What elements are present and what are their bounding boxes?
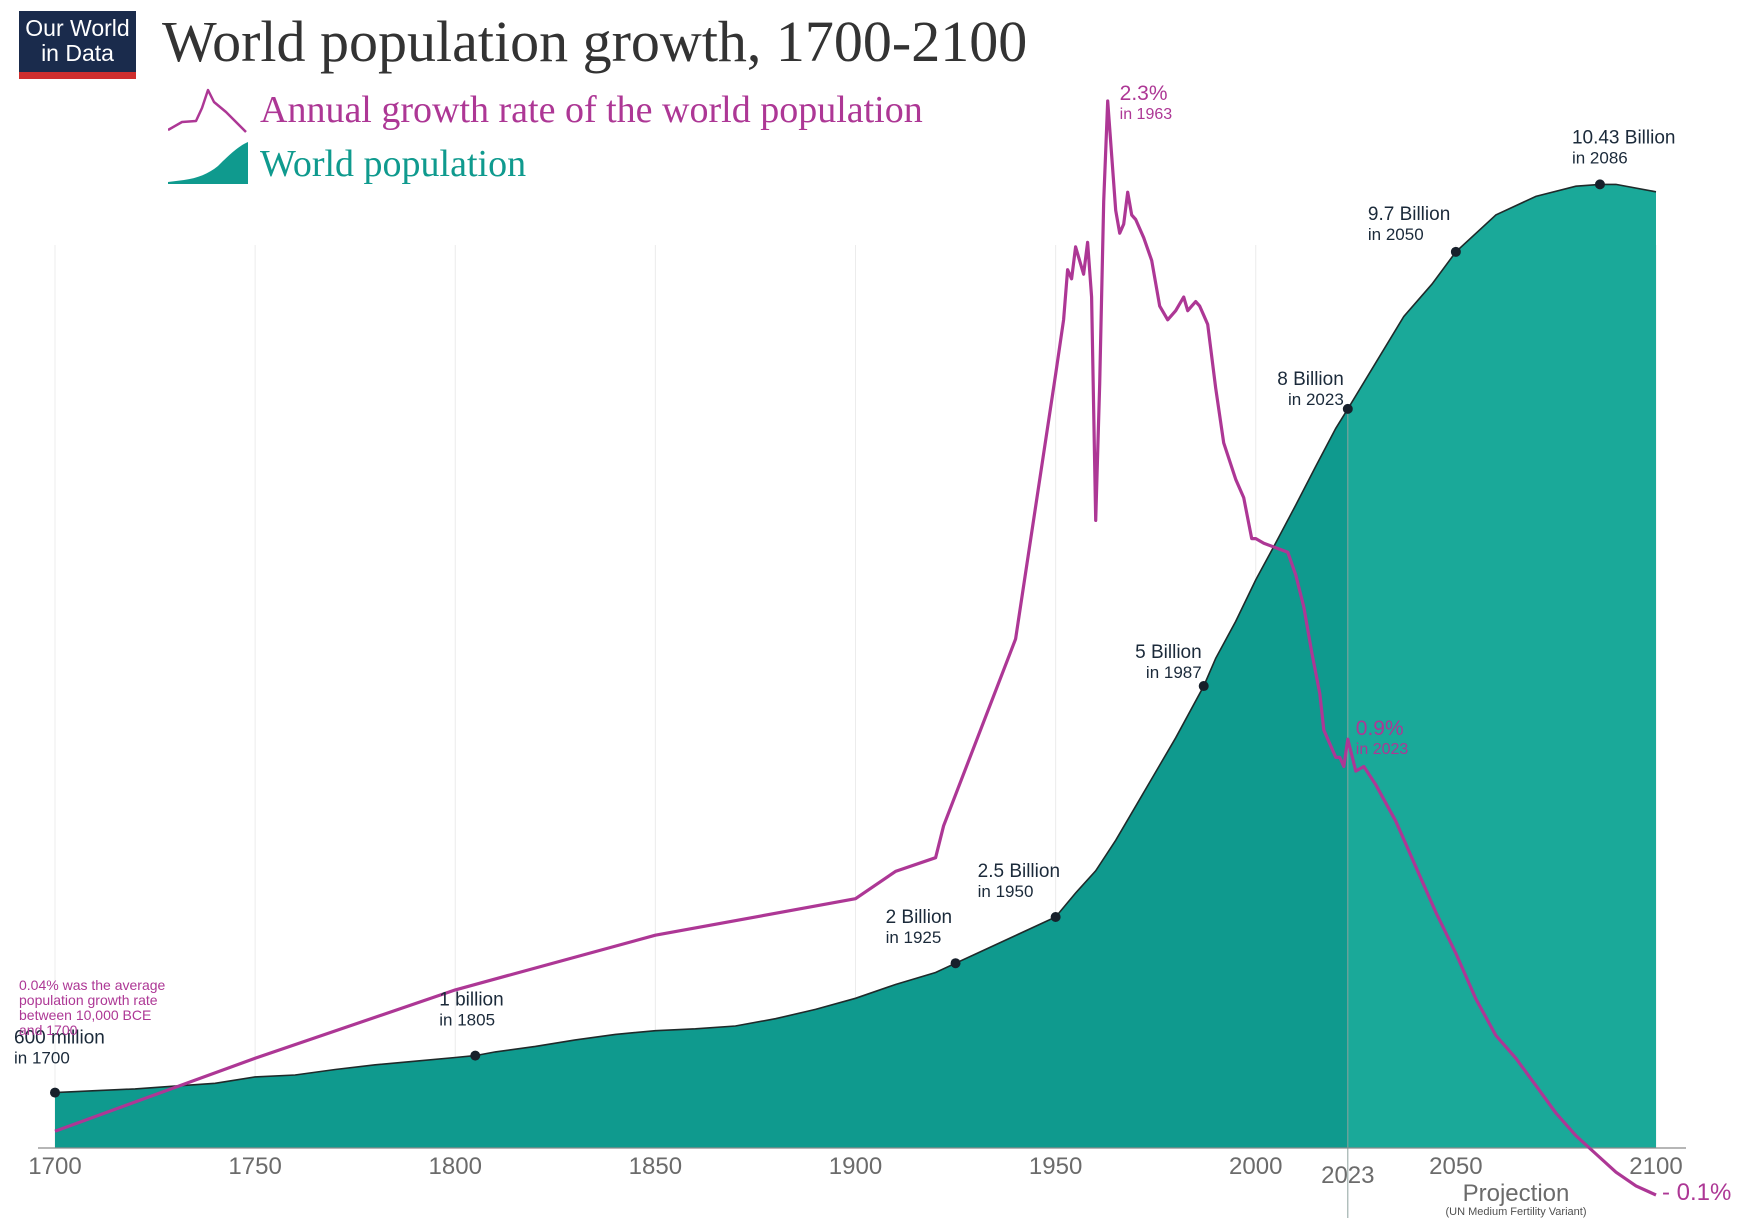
growth-peak-label: 2.3% (1120, 82, 1168, 105)
x-axis-ticks: 1700 1750 1800 1850 1900 1950 2000 2050 2100 (28, 1153, 1682, 1180)
population-sublabel-1987: in 1987 (1146, 663, 1202, 682)
x-tick-1700: 1700 (28, 1153, 81, 1180)
population-label-8-billion: 8 Billion (1277, 369, 1344, 390)
growth-current-label: 0.9% (1356, 717, 1404, 740)
x-tick-2000: 2000 (1229, 1153, 1282, 1180)
population-label-600-million: 600 million (14, 1028, 105, 1049)
population-sublabel-2086: in 2086 (1572, 148, 1628, 167)
population-marker-2086 (1594, 179, 1605, 190)
x-tick-1750: 1750 (228, 1153, 281, 1180)
population-sublabel-2023: in 2023 (1288, 390, 1344, 409)
population-sublabel-1805: in 1805 (439, 1011, 495, 1030)
population-sublabel-1700: in 1700 (14, 1049, 70, 1068)
population-marker-1950 (1050, 912, 1061, 923)
population-sublabel-1925: in 1925 (886, 928, 942, 947)
legend-growth-label: Annual growth rate of the world populati… (260, 89, 923, 131)
x-tick-1950: 1950 (1029, 1153, 1082, 1180)
growth-note-line-3: between 10,000 BCE (19, 1007, 151, 1023)
population-label-2-billion: 2 Billion (886, 907, 953, 928)
population-marker-1987 (1198, 681, 1209, 692)
chart-title: World population growth, 1700-2100 (162, 9, 1028, 74)
legend-growth-rate: Annual growth rate of the world populati… (167, 86, 923, 136)
x-tick-1900: 1900 (829, 1153, 882, 1180)
x-tick-2050: 2050 (1429, 1153, 1482, 1180)
population-sublabel-1950: in 1950 (978, 882, 1034, 901)
population-outline (54, 183, 1657, 1094)
population-label-2-5-billion: 2.5 Billion (978, 861, 1060, 882)
growth-note-line-1: 0.04% was the average (19, 977, 166, 993)
projection-sublabel: (UN Medium Fertility Variant) (1446, 1206, 1587, 1218)
owid-logo: Our World in Data (19, 11, 136, 79)
logo-line-2: in Data (41, 40, 114, 66)
growth-rate-line (54, 99, 1657, 1197)
x-tick-2100: 2100 (1629, 1153, 1682, 1180)
population-marker-1925 (950, 958, 961, 969)
growth-peak-sublabel: in 1963 (1120, 106, 1173, 123)
logo-line-1: Our World (25, 15, 130, 41)
population-label-10-43-billion: 10.43 Billion (1572, 127, 1676, 148)
x-tick-1800: 1800 (429, 1153, 482, 1180)
growth-note-line-2: population growth rate (19, 992, 158, 1008)
population-marker-2023 (1342, 403, 1353, 414)
x-tick-1850: 1850 (629, 1153, 682, 1180)
x-tick-projection-year: 2023 (1321, 1162, 1374, 1189)
population-marker-2050 (1450, 246, 1461, 257)
growth-note-line-4: and 1700 (19, 1022, 78, 1038)
population-sublabel-2050: in 2050 (1368, 225, 1424, 244)
legend-population-label: World population (260, 143, 527, 185)
growth-line-legend-icon (167, 88, 247, 133)
growth-end-label: - 0.1% (1662, 1179, 1731, 1206)
legend-population: World population (168, 140, 526, 190)
growth-current-sublabel: in 2023 (1356, 741, 1409, 758)
population-label-9-7-billion: 9.7 Billion (1368, 204, 1450, 225)
population-area-historical (55, 408, 1348, 1148)
population-label-1-billion: 1 billion (439, 990, 503, 1011)
population-marker-1700 (50, 1087, 60, 1098)
population-label-5-billion: 5 Billion (1135, 642, 1202, 663)
population-area-legend-icon (168, 142, 248, 184)
projection-label: Projection (1463, 1180, 1570, 1207)
population-marker-1805 (470, 1050, 481, 1061)
population-area-projection (1347, 184, 1656, 1148)
